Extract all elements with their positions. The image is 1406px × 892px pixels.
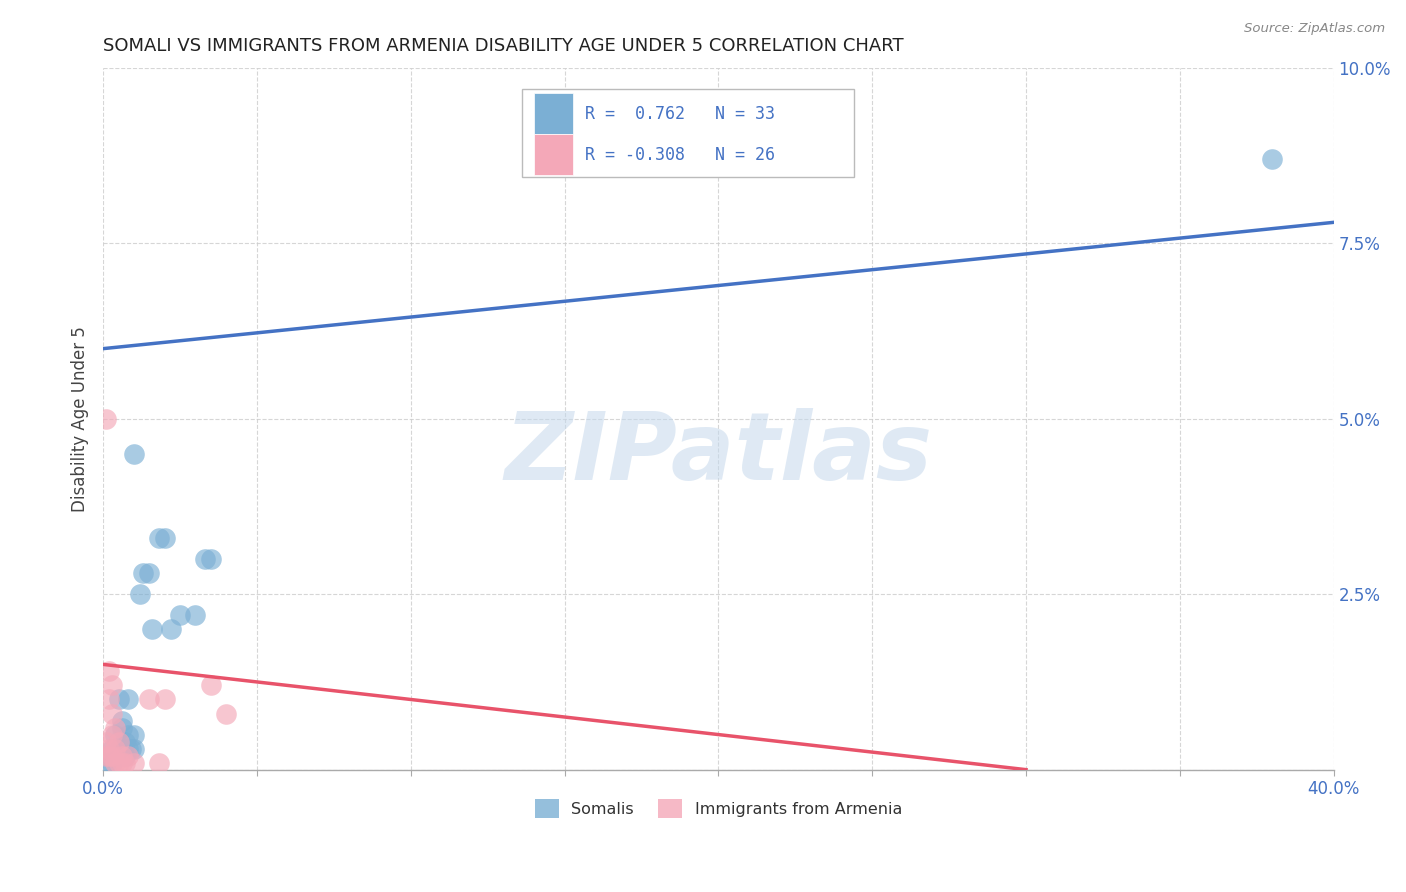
- Point: [114, 748, 136, 763]
- Point: [107, 756, 129, 770]
- Point: [122, 728, 145, 742]
- Point: [96, 734, 118, 748]
- Point: [96, 748, 118, 763]
- Point: [96, 756, 118, 770]
- Point: [107, 692, 129, 706]
- Point: [101, 748, 124, 763]
- Point: [104, 728, 127, 742]
- Point: [117, 728, 139, 742]
- Text: Source: ZipAtlas.com: Source: ZipAtlas.com: [1244, 22, 1385, 36]
- Point: [117, 692, 139, 706]
- Point: [148, 531, 170, 545]
- Point: [101, 706, 124, 721]
- FancyBboxPatch shape: [534, 134, 574, 176]
- Point: [104, 756, 127, 770]
- Point: [101, 728, 124, 742]
- Point: [138, 566, 160, 581]
- Point: [104, 721, 127, 735]
- Point: [122, 447, 145, 461]
- Point: [101, 741, 124, 756]
- Point: [98, 741, 121, 756]
- Point: [153, 692, 176, 706]
- Point: [148, 756, 170, 770]
- Point: [132, 566, 155, 581]
- Point: [104, 748, 127, 763]
- Point: [200, 678, 222, 692]
- Point: [101, 678, 124, 692]
- Point: [141, 623, 163, 637]
- Point: [114, 734, 136, 748]
- Point: [159, 623, 181, 637]
- FancyBboxPatch shape: [522, 89, 853, 177]
- Point: [153, 531, 176, 545]
- FancyBboxPatch shape: [534, 93, 574, 135]
- Point: [110, 741, 132, 756]
- Point: [1261, 152, 1284, 166]
- Text: R =  0.762   N = 33: R = 0.762 N = 33: [585, 104, 776, 122]
- Point: [194, 552, 217, 566]
- Point: [129, 587, 152, 601]
- Legend: Somalis, Immigrants from Armenia: Somalis, Immigrants from Armenia: [529, 793, 908, 825]
- Text: ZIPatlas: ZIPatlas: [505, 408, 932, 500]
- Point: [117, 741, 139, 756]
- Point: [200, 552, 222, 566]
- Point: [122, 756, 145, 770]
- Point: [98, 665, 121, 679]
- Point: [101, 756, 124, 770]
- Point: [104, 741, 127, 756]
- Point: [98, 692, 121, 706]
- Text: R = -0.308   N = 26: R = -0.308 N = 26: [585, 145, 776, 164]
- Point: [98, 748, 121, 763]
- Point: [110, 748, 132, 763]
- Point: [114, 756, 136, 770]
- Point: [107, 748, 129, 763]
- Point: [169, 608, 191, 623]
- Point: [138, 692, 160, 706]
- Point: [122, 741, 145, 756]
- Point: [120, 741, 142, 756]
- Text: SOMALI VS IMMIGRANTS FROM ARMENIA DISABILITY AGE UNDER 5 CORRELATION CHART: SOMALI VS IMMIGRANTS FROM ARMENIA DISABI…: [103, 37, 904, 55]
- Point: [110, 756, 132, 770]
- Point: [184, 608, 207, 623]
- Point: [215, 706, 238, 721]
- Point: [117, 748, 139, 763]
- Point: [98, 748, 121, 763]
- Point: [110, 721, 132, 735]
- Point: [110, 714, 132, 728]
- Point: [107, 734, 129, 748]
- Point: [107, 741, 129, 756]
- Y-axis label: Disability Age Under 5: Disability Age Under 5: [72, 326, 89, 512]
- Point: [96, 412, 118, 426]
